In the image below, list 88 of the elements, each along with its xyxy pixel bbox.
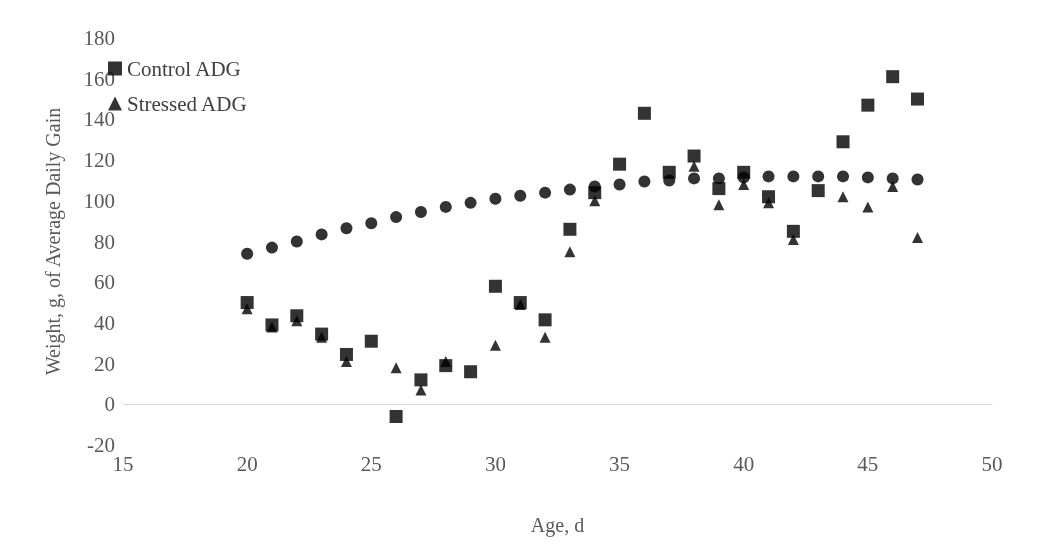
y-tick-label: 140 [83, 107, 115, 132]
legend-label: Control ADG [127, 56, 241, 81]
point [390, 362, 402, 374]
point [563, 183, 576, 196]
point [886, 70, 900, 84]
point [588, 180, 601, 193]
point [514, 189, 527, 202]
point [811, 184, 825, 198]
x-tick-label: 20 [236, 451, 258, 476]
point [415, 384, 427, 396]
point [787, 170, 800, 183]
point [613, 157, 627, 171]
x-tick-label: 45 [857, 451, 879, 476]
y-axis-title: Weight, g, of Average Daily Gain [42, 107, 65, 376]
point [688, 172, 701, 185]
y-tick-label: -20 [87, 433, 115, 457]
point [539, 186, 552, 199]
point [837, 170, 850, 183]
point [539, 331, 551, 343]
y-tick-label: 80 [94, 229, 115, 254]
point [861, 98, 875, 112]
y-tick-label: 0 [104, 392, 115, 417]
x-axis-title: Age, d [530, 514, 585, 537]
point [786, 224, 800, 238]
point [439, 200, 452, 213]
y-tick-label: 180 [83, 26, 115, 50]
point [887, 181, 899, 193]
point [489, 192, 502, 205]
x-tick-label: 30 [484, 451, 506, 476]
legend-label: Stressed ADG [127, 91, 247, 116]
point [414, 373, 428, 387]
point [290, 235, 303, 248]
point [737, 171, 750, 184]
point [389, 410, 403, 424]
point [763, 197, 775, 209]
point [340, 356, 352, 368]
point [340, 222, 353, 235]
x-tick-label: 35 [609, 451, 631, 476]
y-tick-label: 20 [94, 351, 115, 376]
point [687, 149, 701, 163]
x-tick-label: 15 [112, 451, 134, 476]
point [886, 172, 899, 185]
point [316, 331, 328, 343]
point [613, 178, 626, 191]
x-tick-label: 25 [360, 451, 382, 476]
y-tick-label: 160 [83, 66, 115, 91]
point [241, 247, 254, 260]
point [440, 356, 452, 368]
point [812, 170, 825, 183]
point [538, 313, 552, 327]
point [837, 191, 849, 203]
point [712, 172, 725, 185]
point [464, 365, 478, 379]
x-tick-label: 50 [981, 451, 1003, 476]
x-tick-label: 40 [733, 451, 755, 476]
point [563, 222, 577, 236]
y-tick-label: 60 [94, 270, 115, 295]
point [638, 175, 651, 188]
point [911, 173, 924, 186]
point [836, 135, 850, 149]
point [390, 211, 403, 224]
point [712, 182, 726, 196]
y-tick-label: 40 [94, 310, 115, 335]
point [339, 347, 353, 361]
point [663, 174, 676, 187]
point [688, 160, 700, 172]
point [564, 246, 576, 258]
point [241, 303, 253, 315]
point [414, 206, 427, 218]
point [589, 195, 601, 207]
point [291, 315, 303, 327]
point [861, 171, 874, 184]
point [364, 334, 378, 348]
y-tick-label: 120 [83, 148, 115, 173]
point [365, 217, 378, 230]
point [912, 231, 924, 243]
point [713, 199, 725, 211]
point [464, 196, 477, 209]
point [315, 228, 328, 241]
point [787, 233, 799, 245]
point [911, 92, 925, 106]
point [862, 201, 874, 213]
point [265, 241, 278, 254]
point [637, 106, 651, 120]
point [488, 279, 502, 293]
y-tick-label: 100 [83, 188, 115, 213]
point [762, 170, 775, 183]
point [489, 339, 501, 351]
